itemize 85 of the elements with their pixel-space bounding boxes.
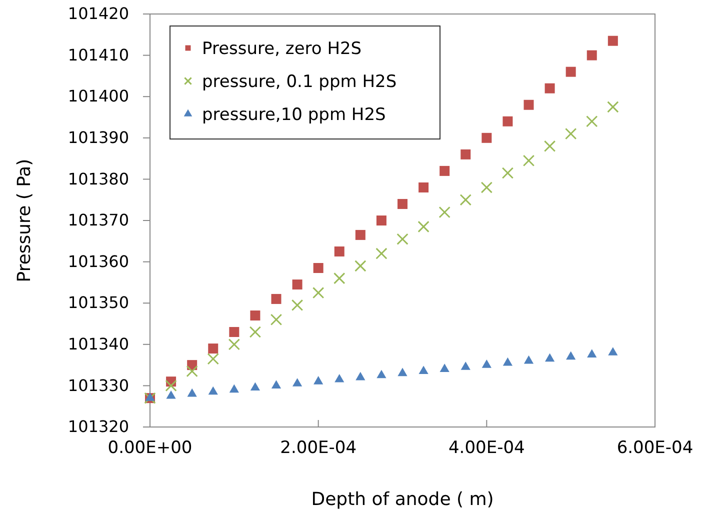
- legend-label: pressure, 0.1 ppm H2S: [202, 72, 397, 92]
- point: [502, 357, 513, 366]
- point: [229, 327, 240, 338]
- point: [586, 116, 598, 128]
- point: [376, 216, 386, 226]
- y-tick-label: 101380: [68, 169, 129, 188]
- point: [145, 392, 155, 401]
- point: [564, 128, 577, 140]
- point: [398, 368, 408, 376]
- y-axis-title: Pressure ( Pa): [14, 158, 35, 282]
- point: [460, 362, 470, 370]
- point: [440, 364, 450, 372]
- point: [460, 149, 471, 160]
- point: [228, 338, 240, 350]
- point: [480, 182, 493, 194]
- y-tick-label: 101420: [68, 4, 129, 24]
- y-tick-label: 101390: [68, 128, 129, 148]
- point: [544, 353, 555, 362]
- point: [418, 220, 430, 233]
- x-tick-label: 4.00E-04: [448, 438, 525, 458]
- point: [544, 140, 556, 152]
- point: [334, 246, 344, 256]
- point: [354, 260, 366, 272]
- point: [396, 233, 408, 245]
- point: [607, 101, 619, 113]
- point: [356, 372, 366, 380]
- point: [608, 347, 618, 356]
- point: [586, 50, 597, 60]
- point: [566, 351, 576, 360]
- y-tick-label: 101370: [68, 210, 129, 230]
- point: [460, 194, 472, 206]
- point: [292, 280, 302, 290]
- point: [313, 262, 324, 273]
- point: [270, 314, 282, 326]
- point: [249, 326, 262, 338]
- y-tick-label: 101340: [68, 334, 129, 354]
- point: [376, 370, 386, 378]
- point: [355, 230, 366, 240]
- point: [229, 384, 239, 393]
- point: [314, 376, 324, 384]
- point: [440, 166, 450, 176]
- point: [166, 390, 176, 399]
- point: [524, 100, 534, 110]
- point: [418, 182, 429, 192]
- legend-label: pressure,10 ppm H2S: [202, 105, 386, 125]
- x-tick-label: 6.00E-04: [616, 438, 694, 458]
- y-tick-label: 101330: [68, 376, 129, 395]
- x-tick-label: 0.00E+00: [108, 438, 192, 458]
- point: [522, 154, 535, 166]
- point: [292, 378, 302, 386]
- x-tick-label: 2.00E-04: [280, 438, 357, 458]
- y-tick-label: 101320: [68, 417, 129, 436]
- point: [291, 299, 304, 312]
- point: [544, 83, 555, 94]
- point: [438, 206, 450, 218]
- point: [482, 360, 492, 368]
- point: [187, 388, 197, 397]
- point: [418, 366, 428, 374]
- point: [207, 352, 219, 365]
- point: [482, 132, 492, 143]
- point: [566, 66, 576, 77]
- y-tick-label: 101400: [68, 86, 129, 106]
- x-axis-title: Depth of anode ( m): [311, 489, 494, 510]
- point: [250, 310, 260, 320]
- point: [376, 248, 388, 260]
- point: [334, 374, 344, 382]
- point: [165, 380, 177, 392]
- y-tick-label: 101360: [68, 252, 129, 271]
- legend-label: Pressure, zero H2S: [202, 39, 362, 59]
- point: [208, 344, 218, 354]
- point: [587, 349, 597, 358]
- point: [312, 286, 324, 299]
- point: [271, 294, 282, 304]
- point: [608, 36, 618, 46]
- y-tick-label: 101350: [68, 293, 129, 312]
- point: [502, 116, 513, 126]
- point: [398, 198, 408, 209]
- point: [502, 167, 514, 179]
- point: [524, 355, 534, 364]
- point: [334, 272, 346, 284]
- y-tick-label: 101410: [68, 45, 129, 64]
- point: [208, 386, 218, 395]
- point: [271, 380, 282, 388]
- point: [250, 382, 260, 391]
- point: [186, 365, 198, 378]
